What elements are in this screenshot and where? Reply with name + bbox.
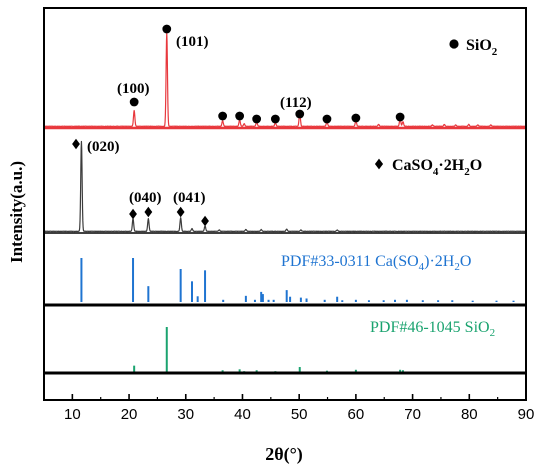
x-tick-label-70: 70 — [404, 406, 421, 423]
gypsum-hkl-label-3: (041) — [173, 190, 206, 206]
sio2-marker-5 — [252, 114, 262, 124]
sio2-marker-8 — [322, 114, 332, 124]
gypsum-legend-text-2: ·2H — [438, 157, 464, 174]
sio2-legend-text: SiO — [466, 37, 492, 54]
gypsum-legend-label: CaSO4·2H2O — [392, 157, 482, 178]
gypsum-hkl-label-2: (040) — [129, 190, 162, 206]
gypsum-legend-sub-2: 2 — [464, 166, 470, 178]
panel-2-pattern-line — [43, 140, 527, 233]
sio2-legend-label: SiO2 — [466, 37, 498, 58]
x-tick-label-60: 60 — [348, 406, 365, 423]
panel-1-pattern-line — [43, 32, 527, 128]
gypsum-legend-symbol — [374, 158, 384, 170]
sio2-marker-7 — [295, 109, 305, 119]
panel-2 — [43, 140, 527, 233]
panels-layer — [43, 32, 527, 373]
x-tick-label-40: 40 — [234, 406, 251, 423]
pdf-gypsum-sub-2: 2 — [454, 261, 460, 273]
gypsum-marker-4 — [176, 206, 185, 218]
gypsum-legend-text-1: CaSO — [392, 157, 433, 174]
sio2-hkl-label-2: (101) — [176, 34, 209, 50]
y-axis-label: Intensity(a.u.) — [7, 161, 26, 263]
annotations-layer: (100)(101)(112)(020)(040) (041)SiO2CaSO4·… — [72, 24, 498, 339]
pdf-gypsum-sub-1: 4 — [419, 261, 425, 273]
pdf-gypsum-label: PDF#33-0311 Ca(SO4)·2H2O — [281, 253, 471, 273]
sio2-marker-6 — [270, 114, 280, 124]
sio2-hkl-label-1: (100) — [117, 81, 150, 97]
sio2-marker-2 — [162, 24, 172, 34]
pdf-sio2-label: PDF#46-1045 SiO2 — [370, 319, 495, 339]
axes-layer: 10 20 30 40 50 60 70 80 90 — [43, 7, 535, 423]
sio2-legend-symbol — [449, 39, 459, 49]
x-tick-label-10: 10 — [64, 406, 81, 423]
pdf-gypsum-text-1: PDF#33-0311 Ca(SO — [281, 253, 419, 270]
gypsum-marker-3 — [144, 206, 153, 218]
gypsum-legend-text-3: O — [470, 157, 482, 174]
sio2-hkl-label-3: (112) — [280, 95, 312, 111]
x-tick-label-20: 20 — [121, 406, 138, 423]
gypsum-legend-sub-1: 4 — [433, 166, 439, 178]
x-tick-label-80: 80 — [461, 406, 478, 423]
panel-3 — [80, 258, 515, 302]
sio2-marker-1 — [129, 97, 139, 107]
gypsum-marker-5 — [201, 215, 209, 227]
x-tick-label-50: 50 — [291, 406, 308, 423]
panel-1 — [43, 32, 527, 128]
pdf-sio2-sub: 2 — [490, 327, 496, 339]
plot-frame — [43, 7, 527, 401]
gypsum-marker-1 — [72, 138, 80, 150]
sio2-marker-4 — [235, 111, 245, 121]
x-axis-label: 2θ(°) — [265, 444, 303, 465]
gypsum-marker-2 — [129, 208, 137, 220]
sio2-marker-3 — [218, 111, 228, 121]
pdf-gypsum-text-3: O — [460, 253, 472, 270]
x-tick-label-30: 30 — [177, 406, 194, 423]
sio2-marker-10 — [395, 112, 405, 122]
sio2-legend-subscript: 2 — [492, 46, 498, 58]
x-tick-label-90: 90 — [518, 406, 535, 423]
sio2-marker-9 — [351, 113, 361, 123]
pdf-sio2-text: PDF#46-1045 SiO — [370, 319, 490, 336]
gypsum-hkl-label-1: (020) — [87, 139, 120, 155]
pdf-gypsum-text-2: )·2H — [424, 253, 455, 270]
